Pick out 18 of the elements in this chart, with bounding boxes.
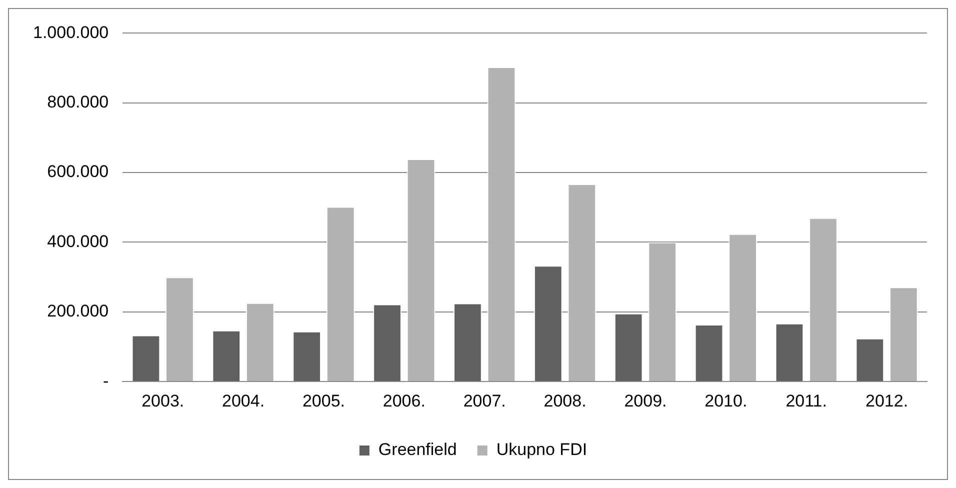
x-tick-label: 2003. xyxy=(142,391,184,410)
y-tick-label: 400.000 xyxy=(47,232,109,251)
legend-label: Ukupno FDI xyxy=(496,440,588,460)
x-tick-label: 2005. xyxy=(302,391,345,410)
y-tick-label: 1.000.000 xyxy=(32,22,109,42)
x-tick-label: 2010. xyxy=(704,391,748,410)
x-tick-label: 2007. xyxy=(463,391,506,410)
y-tick-label: 200.000 xyxy=(47,302,109,321)
y-tick-label: - xyxy=(102,371,109,390)
x-tick-label: 2008. xyxy=(544,391,586,410)
x-tick-label: 2011. xyxy=(786,391,827,410)
y-tick-label: 600.000 xyxy=(47,162,109,182)
x-tick-label: 2009. xyxy=(624,391,667,410)
x-tick-label: 2012. xyxy=(866,391,908,410)
x-tick-label: 2006. xyxy=(382,391,426,410)
y-tick-label: 800.000 xyxy=(47,92,109,112)
legend-label: Greenfield xyxy=(378,440,457,460)
x-tick-label: 2004. xyxy=(222,391,265,410)
